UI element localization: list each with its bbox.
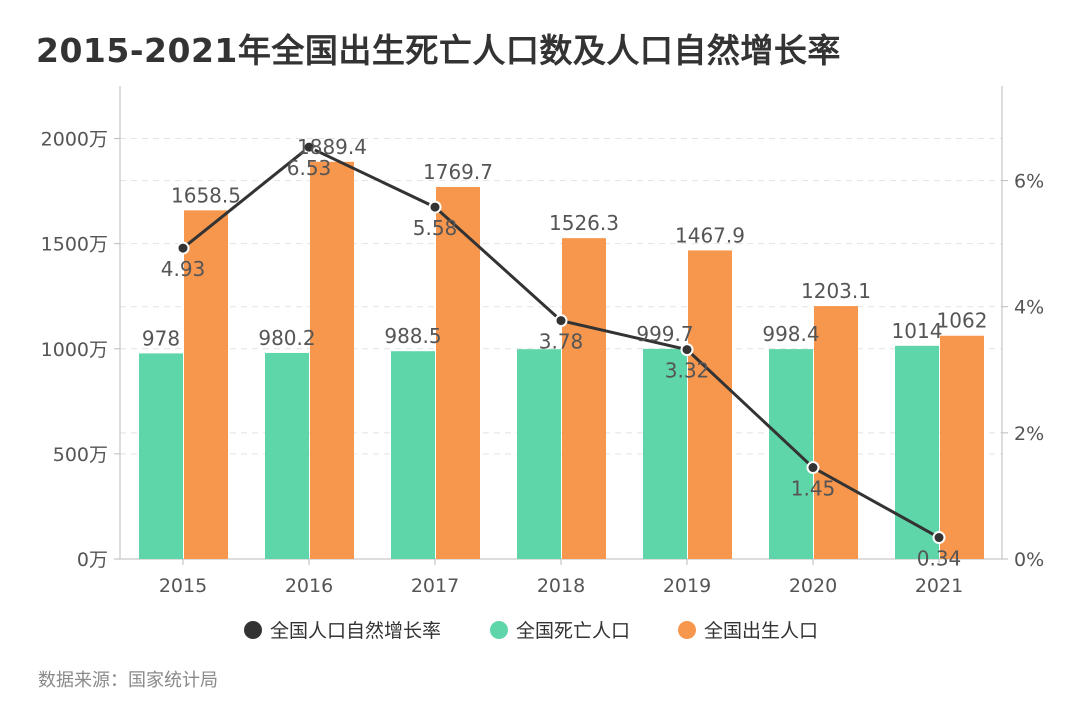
x-axis-tick-label: 2016 bbox=[285, 575, 333, 597]
right-axis-tick-label: 2% bbox=[1014, 423, 1044, 445]
right-axis-tick-label: 4% bbox=[1014, 297, 1044, 319]
growth-rate-value-label: 0.34 bbox=[917, 547, 962, 571]
x-axis-tick-label: 2021 bbox=[915, 575, 963, 597]
right-axis-tick-label: 6% bbox=[1014, 171, 1044, 193]
legend-marker bbox=[678, 621, 696, 639]
x-axis-tick-label: 2019 bbox=[663, 575, 711, 597]
birth-bar bbox=[562, 238, 606, 559]
legend-label: 全国死亡人口 bbox=[516, 620, 630, 642]
birth-value-label: 1658.5 bbox=[171, 183, 241, 207]
legend: 全国人口自然增长率 全国死亡人口 全国出生人口 bbox=[244, 620, 818, 642]
growth-rate-value-label: 5.58 bbox=[413, 216, 458, 240]
x-axis-tick-label: 2017 bbox=[411, 575, 459, 597]
growth-rate-point bbox=[302, 140, 316, 154]
growth-rate-value-label: 3.78 bbox=[539, 330, 584, 354]
death-bar bbox=[517, 349, 561, 559]
death-value-label: 978 bbox=[142, 326, 180, 350]
growth-rate-point bbox=[806, 461, 820, 475]
death-value-label: 980.2 bbox=[258, 326, 315, 350]
data-labels: 978 1658.5 980.2 1889.4 988.5 1769.7 1526.3 999… bbox=[142, 135, 988, 571]
left-axis-tick-label: 0万 bbox=[77, 549, 108, 571]
growth-rate-value-label: 4.93 bbox=[161, 257, 206, 281]
left-axis-tick-label: 1000万 bbox=[41, 339, 108, 361]
growth-rate-value-label: 1.45 bbox=[791, 477, 836, 501]
x-axis-tick-label: 2020 bbox=[789, 575, 837, 597]
data-source: 数据来源：国家统计局 bbox=[38, 670, 218, 691]
birth-bar bbox=[310, 161, 354, 559]
birth-value-label: 1889.4 bbox=[297, 135, 367, 159]
birth-value-label: 1526.3 bbox=[549, 211, 619, 235]
birth-bar bbox=[940, 335, 984, 559]
left-axis-tick-label: 2000万 bbox=[41, 129, 108, 151]
growth-rate-point bbox=[932, 531, 946, 545]
growth-rate-point bbox=[176, 241, 190, 255]
death-bar bbox=[895, 345, 939, 559]
death-value-label: 1014 bbox=[892, 319, 943, 343]
growth-rate-point bbox=[680, 343, 694, 357]
birth-value-label: 1062 bbox=[937, 309, 988, 333]
legend-label: 全国出生人口 bbox=[704, 620, 818, 642]
growth-rate-point bbox=[554, 314, 568, 328]
death-bar bbox=[769, 349, 813, 559]
legend-marker bbox=[244, 621, 262, 639]
death-bar bbox=[643, 348, 687, 559]
x-axis-tick-label: 2015 bbox=[159, 575, 207, 597]
growth-rate-value-label: 6.53 bbox=[287, 156, 332, 180]
death-value-label: 999.7 bbox=[636, 322, 693, 346]
death-bar bbox=[265, 352, 309, 559]
death-value-label: 998.4 bbox=[762, 322, 819, 346]
bars bbox=[139, 161, 984, 560]
death-bar bbox=[139, 353, 183, 559]
legend-marker bbox=[490, 621, 508, 639]
birth-value-label: 1467.9 bbox=[675, 223, 745, 247]
birth-bar bbox=[814, 306, 858, 559]
birth-bar bbox=[688, 250, 732, 559]
death-bar bbox=[391, 351, 435, 559]
axes: 0万 500万 1000万 1500万 2000万 0% 2% 4% 6% 2015 2016 201… bbox=[41, 86, 1044, 597]
growth-rate-line bbox=[176, 140, 946, 545]
left-axis-tick-label: 1500万 bbox=[41, 234, 108, 256]
legend-label: 全国人口自然增长率 bbox=[270, 620, 441, 642]
birth-bar bbox=[184, 210, 228, 560]
birth-value-label: 1769.7 bbox=[423, 160, 493, 184]
birth-value-label: 1203.1 bbox=[801, 279, 871, 303]
left-axis-tick-label: 500万 bbox=[53, 444, 108, 466]
x-axis-tick-label: 2018 bbox=[537, 575, 585, 597]
right-axis-tick-label: 0% bbox=[1014, 549, 1044, 571]
growth-rate-point bbox=[428, 200, 442, 214]
death-value-label: 988.5 bbox=[384, 324, 441, 348]
birth-bar bbox=[436, 186, 480, 559]
chart-title: 2015-2021年全国出生死亡人口数及人口自然增长率 bbox=[36, 31, 841, 70]
growth-rate-value-label: 3.32 bbox=[665, 359, 710, 383]
